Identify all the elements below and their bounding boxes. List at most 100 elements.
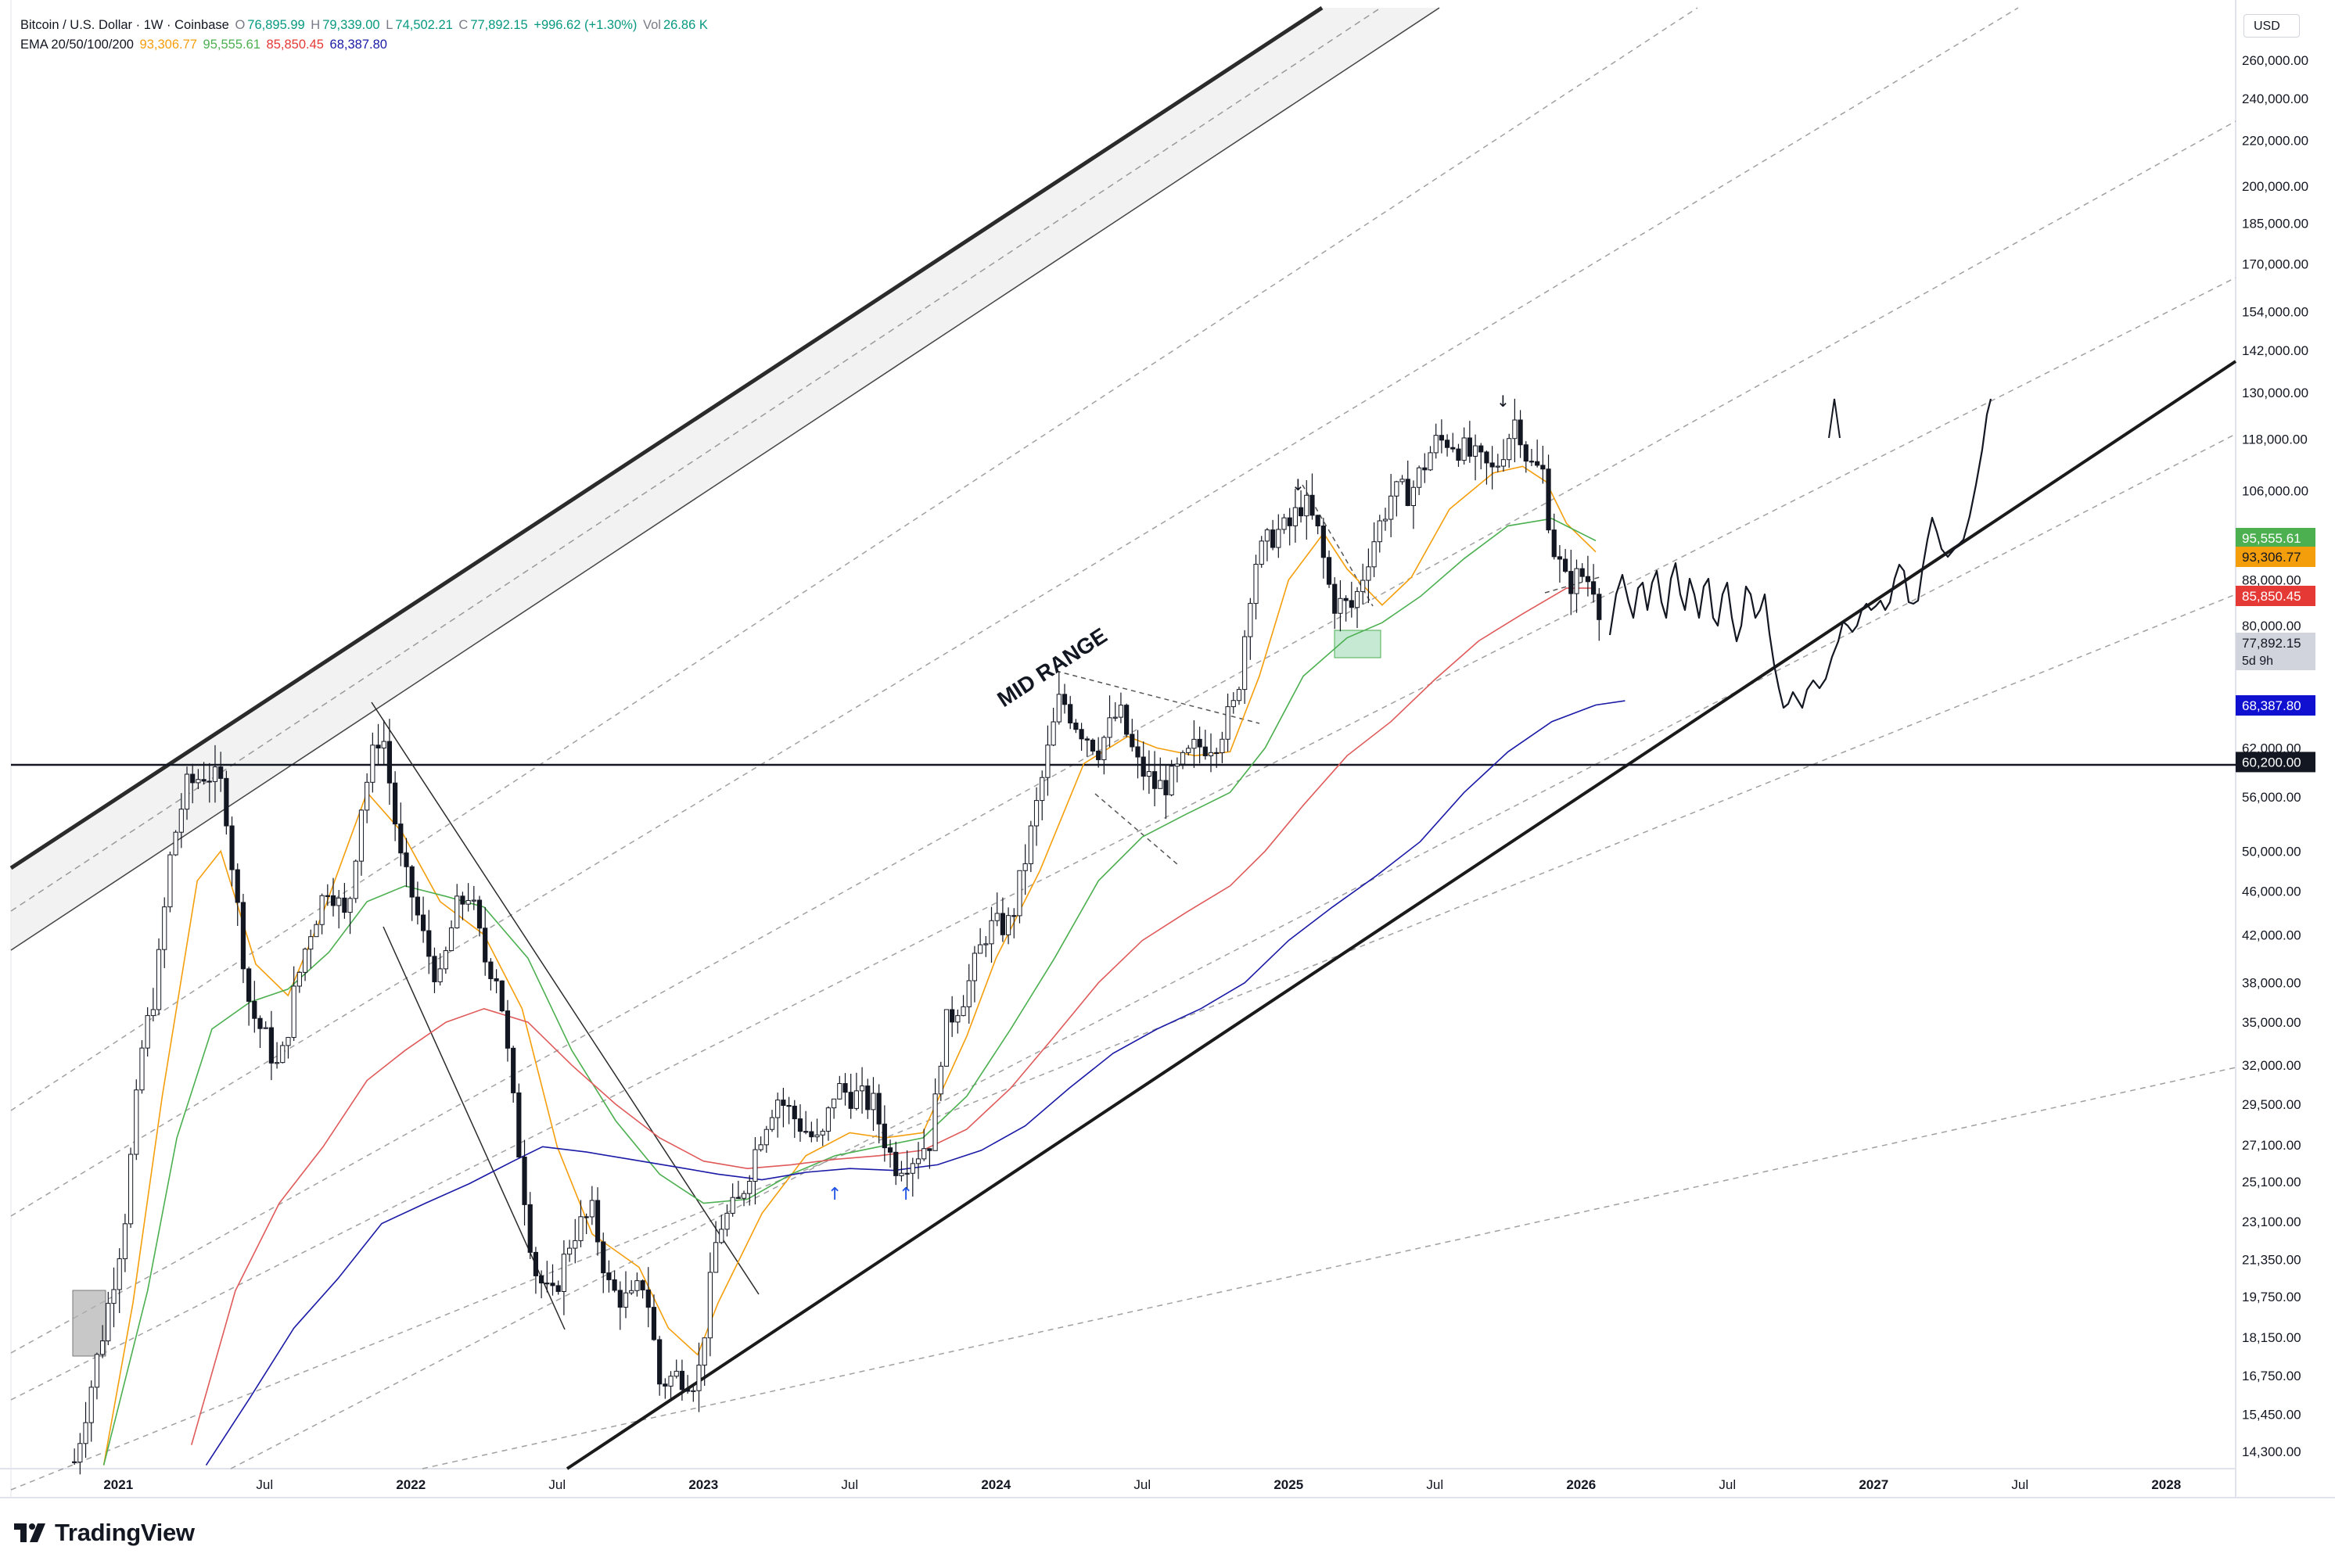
candle-body [347, 898, 353, 913]
horizontal-line-tag-label: 60,200.00 [2242, 755, 2301, 770]
candle-body [989, 920, 994, 945]
candle-body [1079, 729, 1084, 740]
up-arrow-2: ↑ [899, 1185, 913, 1204]
candle-body [1005, 915, 1011, 935]
y-tick-label: 154,000.00 [2242, 304, 2308, 319]
candle-body [505, 1010, 511, 1049]
horizontal-line-tag [2236, 752, 2315, 773]
candle-body [1399, 479, 1405, 483]
candle-body [1208, 752, 1214, 756]
price-axis[interactable]: 260,000.00 240,000.00 220,000.00 200,000.00… [2242, 53, 2308, 1459]
triangle-2025-upper [1302, 484, 1374, 607]
x-tick-label: Jul [2011, 1477, 2028, 1492]
candle-body [167, 854, 173, 908]
candle-body [1270, 529, 1276, 548]
candle-body [1495, 465, 1500, 468]
candle-body [573, 1240, 578, 1249]
candle-body [1118, 705, 1124, 718]
candle-body [1523, 444, 1529, 462]
candle-body [1417, 467, 1422, 488]
candle-body [640, 1280, 645, 1290]
candle-body [663, 1383, 668, 1387]
candle-body [106, 1303, 111, 1342]
tradingview-logo[interactable]: TradingView [14, 1517, 195, 1548]
ema200-value: 68,387.80 [329, 37, 387, 52]
up-arrow-1: ↑ [828, 1185, 842, 1204]
y-tick-label: 25,100.00 [2242, 1175, 2301, 1189]
candle-body [88, 1387, 94, 1423]
candle-body [735, 1197, 741, 1199]
candle-body [943, 1009, 950, 1067]
candle-body [330, 895, 336, 906]
candle-body [280, 1045, 286, 1064]
candle-body [932, 1093, 938, 1151]
candle-body [1130, 734, 1135, 748]
y-tick-label: 185,000.00 [2242, 217, 2308, 231]
candle-body [1585, 576, 1590, 583]
green-box-2025 [1334, 630, 1381, 658]
candle-body [1298, 507, 1304, 517]
candle-body [1507, 438, 1512, 461]
candle-body [1163, 780, 1169, 795]
candle-body [1236, 689, 1242, 701]
candle-body [781, 1100, 786, 1107]
candle-body [1248, 603, 1253, 637]
candle-body [719, 1229, 724, 1243]
candle-body [955, 1015, 961, 1023]
candle-body [1259, 540, 1264, 565]
candle-body [927, 1148, 932, 1151]
candle-body [511, 1047, 516, 1093]
ema-indicator-title[interactable]: EMA 20/50/100/200 [20, 37, 134, 52]
y-tick-label: 118,000.00 [2242, 432, 2308, 447]
candle-body [915, 1158, 921, 1164]
candle-body [1107, 717, 1112, 738]
candle-body [150, 1009, 156, 1017]
candle-body [291, 985, 296, 1039]
x-tick-label: Jul [841, 1477, 858, 1492]
candle-body [1000, 913, 1005, 935]
y-tick-label: 130,000.00 [2242, 386, 2308, 400]
candle-body [1180, 752, 1186, 765]
candle-body [837, 1083, 842, 1100]
grey-box-2021 [72, 1290, 106, 1357]
candle-body [235, 869, 240, 903]
series-line-ema-50 [102, 518, 1597, 1466]
candle-body [1461, 437, 1467, 461]
candle-body [1028, 825, 1033, 864]
candle-body [325, 895, 330, 897]
y-tick-label: 16,750.00 [2242, 1369, 2301, 1383]
candle-body [1011, 915, 1017, 917]
series-line-ema-200 [205, 700, 1626, 1466]
candle-body [358, 809, 365, 862]
candle-body [606, 1272, 612, 1280]
candle-body [950, 1009, 955, 1023]
candle-body [814, 1134, 820, 1138]
candle-body [1045, 745, 1051, 778]
candle-body [1056, 694, 1062, 723]
candle-body [1017, 870, 1022, 917]
candle-body [1151, 771, 1158, 789]
candle-body [566, 1247, 573, 1255]
time-axis[interactable]: 2021 Jul 2022 Jul 2023 Jul 2024 Jul 2025 Jul 2026 J… [103, 1477, 2181, 1492]
currency-button[interactable]: USD [2243, 14, 2300, 38]
candle-body [375, 745, 381, 748]
candle-body [584, 1216, 589, 1218]
candle-body [1405, 479, 1410, 507]
candle-body [1051, 721, 1056, 746]
volume-label: Vol [643, 18, 661, 32]
candle-body [1096, 750, 1101, 760]
candle-body [252, 1000, 257, 1019]
candle-body [623, 1292, 629, 1308]
y-tick-label: 106,000.00 [2242, 483, 2308, 498]
candle-body [1197, 738, 1202, 748]
triangle-lower [1094, 793, 1178, 865]
candle-body [871, 1093, 876, 1111]
candle-body [758, 1144, 763, 1150]
upper-channel-inner-line [10, 7, 1440, 951]
candle-body [769, 1117, 775, 1130]
candle-body [229, 825, 235, 870]
upper-channel-line [9, 5, 1324, 870]
candle-body [240, 902, 246, 970]
symbol-title[interactable]: Bitcoin / U.S. Dollar · 1W · Coinbase [20, 18, 229, 32]
